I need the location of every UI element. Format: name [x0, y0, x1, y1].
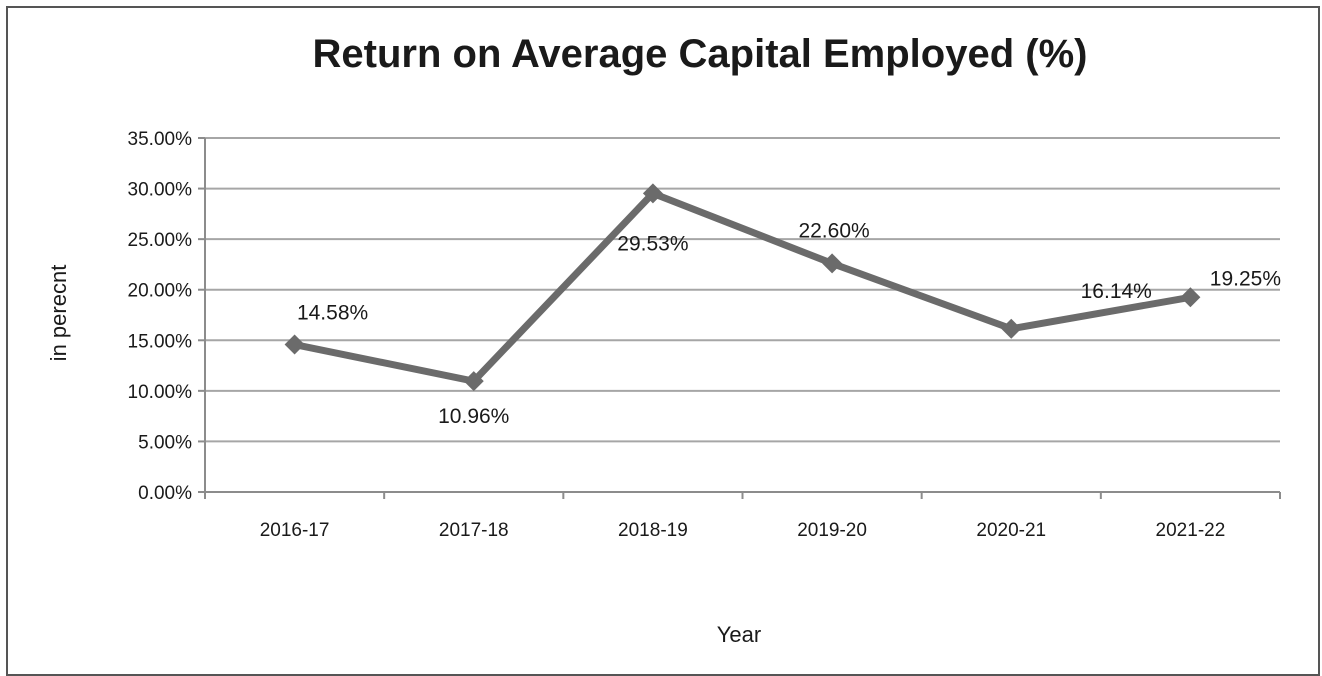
gridlines: [205, 137, 1280, 443]
chart-title: Return on Average Capital Employed (%): [312, 32, 1088, 76]
x-tick-labels: 2016-17 2017-18 2018-19 2019-20 2020-21 2021-…: [260, 520, 1226, 541]
data-label: 16.14%: [1081, 280, 1152, 303]
axes: [198, 137, 1281, 499]
data-point-marker: [284, 334, 305, 355]
y-tick-label: 30.00%: [128, 180, 193, 201]
data-label: 10.96%: [438, 405, 509, 428]
x-tick-label: 2021-22: [1156, 520, 1226, 541]
y-tick-label: 35.00%: [128, 129, 193, 150]
data-labels: 14.58% 10.96% 29.53% 22.60% 16.14% 19.25%: [297, 219, 1281, 428]
y-tick-label: 15.00%: [128, 331, 193, 352]
x-tick-label: 2020-21: [976, 520, 1046, 541]
series-path: [293, 189, 1192, 385]
data-label: 29.53%: [617, 232, 688, 255]
x-axis-title: Year: [717, 622, 761, 647]
data-point-marker: [463, 371, 484, 392]
x-tick-label: 2018-19: [618, 520, 688, 541]
y-axis-title: in perecnt: [46, 265, 71, 362]
x-tick-label: 2016-17: [260, 520, 330, 541]
data-label: 14.58%: [297, 302, 368, 325]
y-tick-label: 0.00%: [138, 483, 192, 504]
series-line: [293, 189, 1192, 385]
data-point-marker: [1001, 318, 1022, 339]
series-markers: [284, 183, 1201, 392]
y-tick-labels: 0.00% 5.00% 10.00% 15.00% 20.00% 25.00% 30.00%…: [128, 129, 193, 504]
x-tick-label: 2017-18: [439, 520, 509, 541]
data-point-marker: [822, 253, 843, 274]
data-label: 19.25%: [1210, 267, 1281, 290]
data-point-marker: [1180, 287, 1201, 308]
y-tick-label: 5.00%: [138, 432, 192, 453]
y-tick-label: 10.00%: [128, 382, 193, 403]
data-point-marker: [642, 183, 663, 204]
y-tick-label: 20.00%: [128, 281, 193, 302]
x-tick-label: 2019-20: [797, 520, 867, 541]
data-label: 22.60%: [798, 219, 869, 242]
y-tick-label: 25.00%: [128, 230, 193, 251]
